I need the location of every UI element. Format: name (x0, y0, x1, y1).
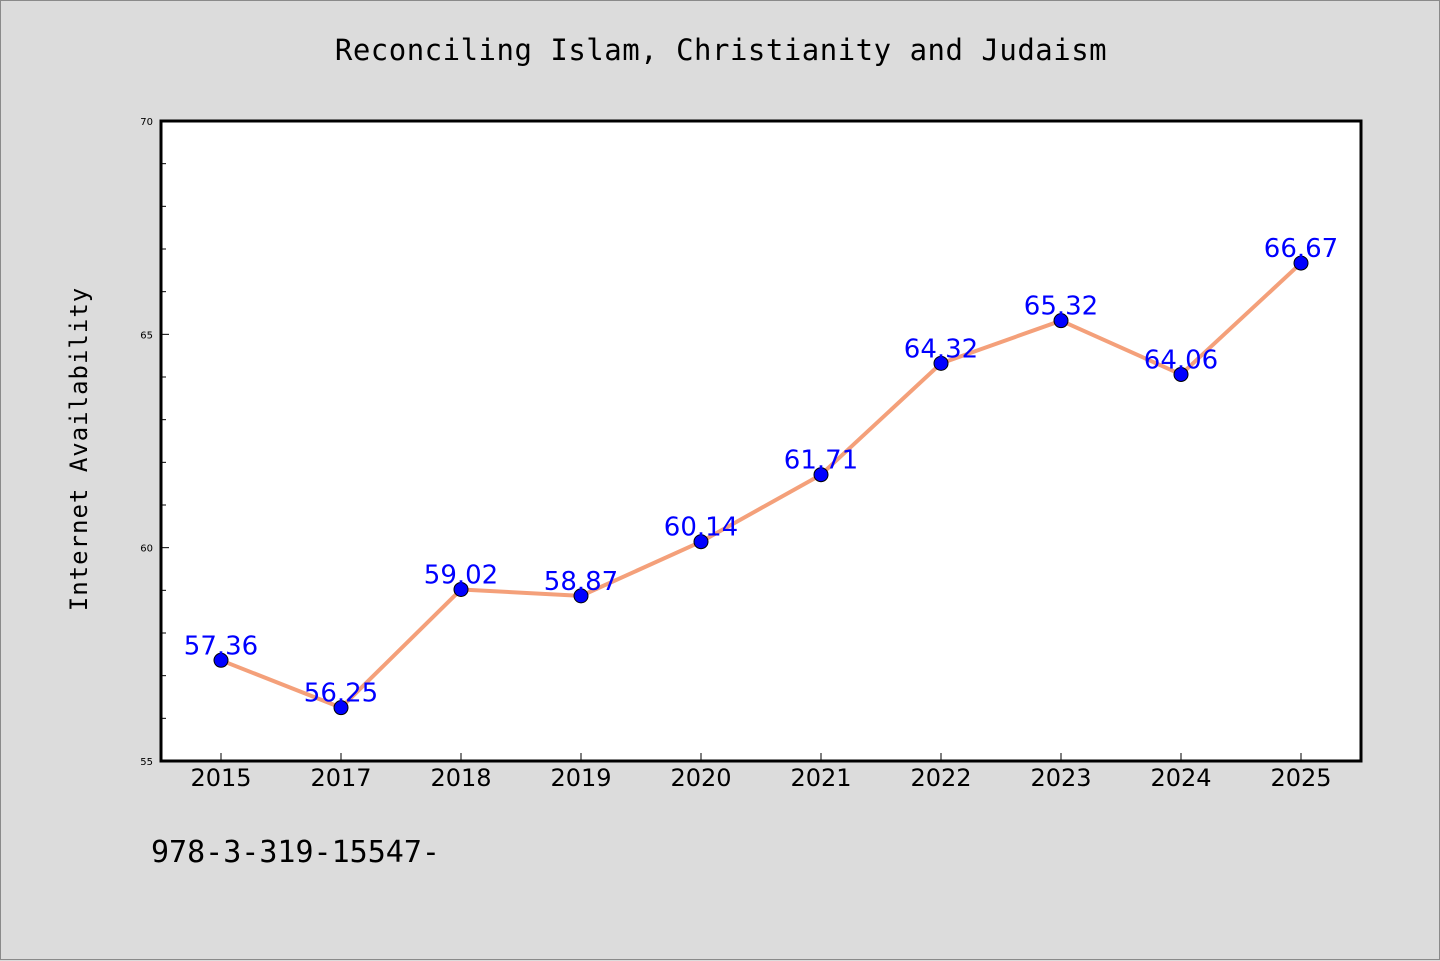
y-tick-label: 65 (140, 330, 153, 341)
data-label: 64.06 (1144, 345, 1218, 375)
data-point (1053, 313, 1069, 329)
x-tick-label: 2017 (310, 764, 371, 792)
plot-frame (159, 119, 1363, 763)
data-label: 61.71 (784, 446, 858, 476)
data-label: 64.32 (904, 334, 978, 364)
plot-area (161, 121, 1361, 761)
y-tick-label: 60 (140, 544, 153, 555)
x-tick-label: 2025 (1270, 764, 1331, 792)
data-point (693, 534, 709, 550)
x-tick-label: 2024 (1150, 764, 1211, 792)
x-tick-label: 2015 (190, 764, 251, 792)
data-point (573, 588, 589, 604)
y-tick-label: 70 (140, 117, 153, 128)
data-point (453, 581, 469, 597)
data-label: 56.25 (304, 679, 378, 709)
x-tick-label: 2018 (430, 764, 491, 792)
chart-title: Reconciling Islam, Christianity and Juda… (334, 33, 1108, 67)
data-label: 66.67 (1264, 234, 1338, 264)
x-tick-label: 2019 (550, 764, 611, 792)
data-label: 65.32 (1024, 292, 1098, 322)
data-point (813, 467, 829, 483)
data-point (213, 652, 229, 668)
x-tick-label: 2023 (1030, 764, 1091, 792)
data-point (933, 355, 949, 371)
data-label: 58.87 (544, 567, 618, 597)
x-tick-label: 2020 (670, 764, 731, 792)
footer-code: 978-3-319-15547- (151, 835, 440, 870)
data-point (333, 700, 349, 716)
x-tick-label: 2022 (910, 764, 971, 792)
data-point (1173, 366, 1189, 382)
y-tick-label: 55 (140, 757, 153, 768)
data-label: 59.02 (424, 560, 498, 590)
series-line (220, 261, 1303, 710)
data-point (1293, 255, 1309, 271)
x-tick-label: 2021 (790, 764, 851, 792)
data-label: 60.14 (664, 513, 738, 543)
data-label: 57.36 (184, 631, 258, 661)
